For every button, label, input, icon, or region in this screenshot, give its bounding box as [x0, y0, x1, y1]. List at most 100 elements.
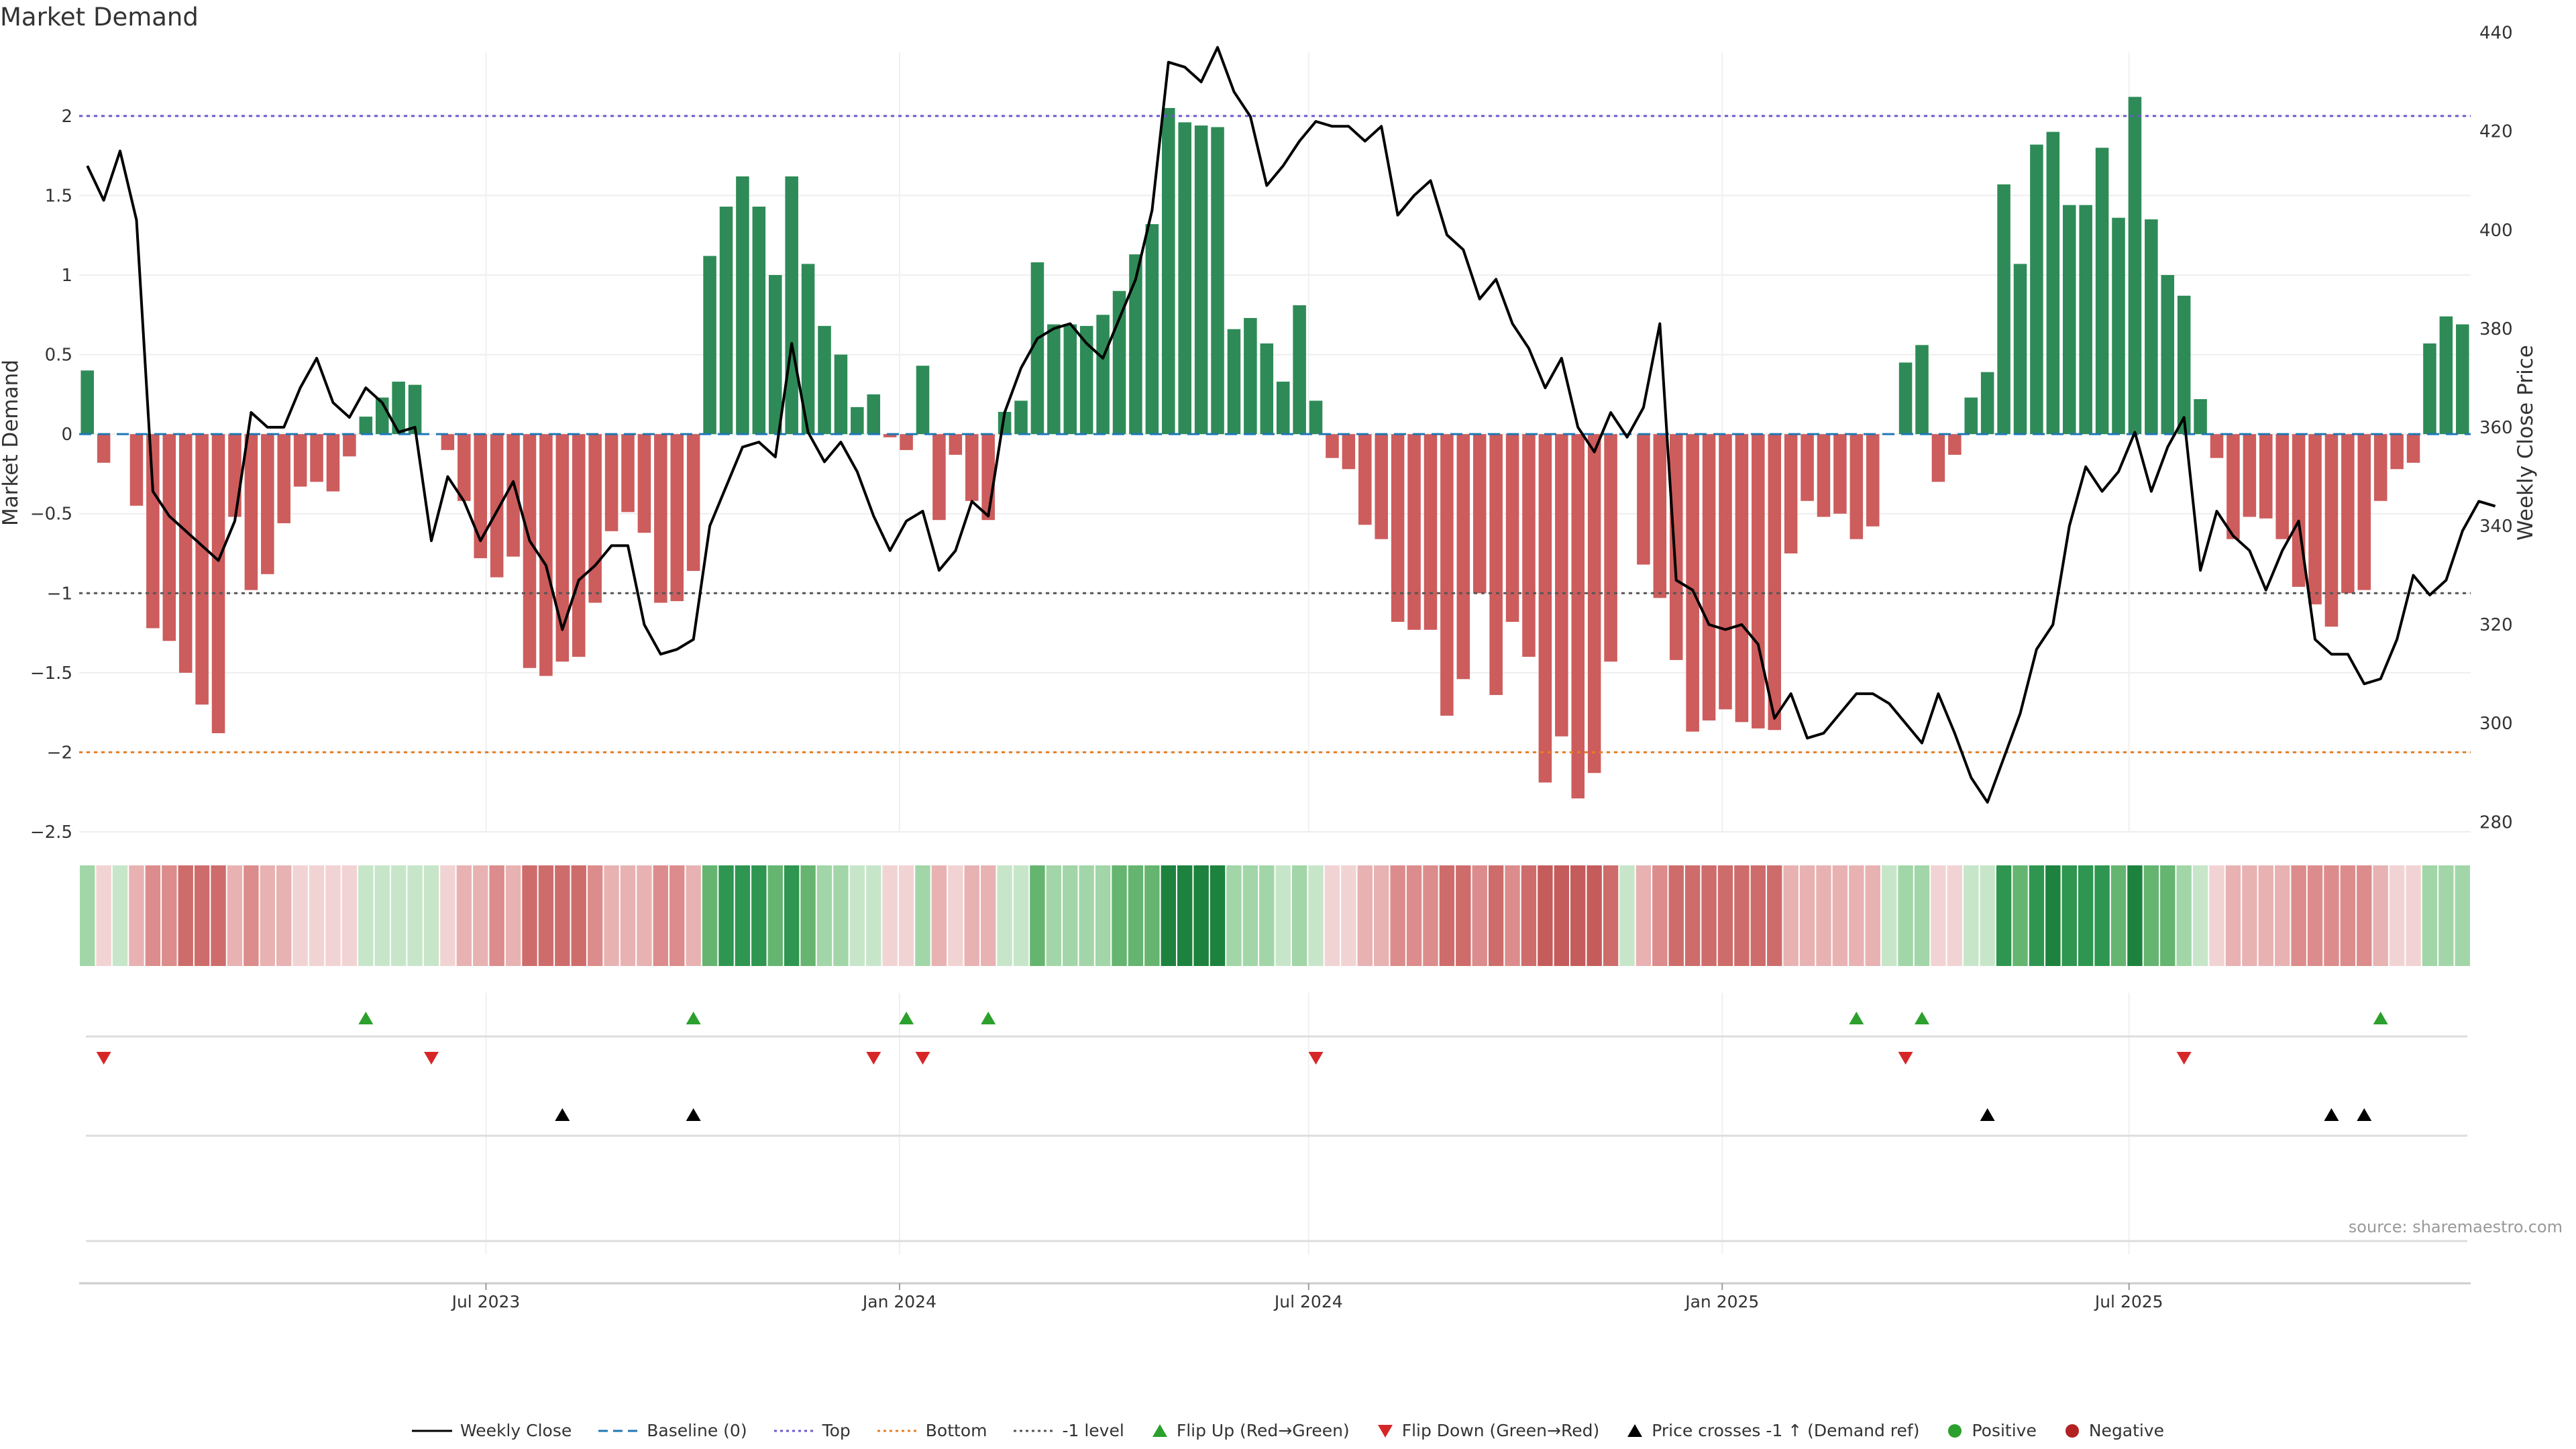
demand-bar: [916, 366, 930, 435]
demand-bar: [1293, 305, 1306, 435]
demand-bar: [1112, 290, 1126, 435]
intensity-cell: [374, 865, 390, 966]
demand-bar: [981, 434, 995, 521]
intensity-cell: [2258, 865, 2273, 966]
chart-title: Market Demand: [0, 3, 199, 32]
legend-item: Baseline (0): [598, 1421, 747, 1440]
legend-item: Weekly Close: [411, 1421, 572, 1440]
intensity-cell: [211, 865, 226, 966]
x-tick-label: Jan 2025: [1684, 1292, 1759, 1311]
legend-symbol: [2065, 1424, 2079, 1438]
demand-bar: [1309, 400, 1323, 435]
x-tick-label: Jan 2024: [861, 1292, 936, 1311]
demand-bar: [965, 434, 979, 501]
intensity-cell: [1898, 865, 1913, 966]
flip-up-marker: [686, 1012, 701, 1024]
intensity-cell: [2192, 865, 2208, 966]
demand-bar: [736, 176, 749, 435]
legend-swatch: [877, 1430, 918, 1432]
y2-tick-label: 360: [2479, 418, 2513, 438]
intensity-cell: [80, 865, 95, 966]
demand-bar: [80, 370, 94, 435]
demand-bar: [818, 325, 831, 435]
intensity-cell: [1275, 865, 1291, 966]
intensity-cell: [292, 865, 308, 966]
x-tick-label: Jul 2024: [1273, 1292, 1343, 1311]
intensity-cell: [1717, 865, 1733, 966]
intensity-cell: [2143, 865, 2159, 966]
demand-bar: [539, 434, 553, 676]
intensity-cell: [571, 865, 586, 966]
demand-bar: [474, 434, 488, 559]
flip-down-marker: [423, 1052, 439, 1065]
demand-bar: [2128, 97, 2142, 435]
intensity-cell: [2274, 865, 2290, 966]
demand-bar: [1653, 434, 1667, 598]
intensity-cell: [1668, 865, 1684, 966]
intensity-cell: [2422, 865, 2438, 966]
intensity-cell: [1079, 865, 1094, 966]
demand-bar: [392, 381, 405, 435]
legend-item: -1 level: [1014, 1421, 1124, 1440]
intensity-cell: [1996, 865, 2012, 966]
demand-bar: [1129, 254, 1142, 435]
flip-up-marker: [1915, 1012, 1930, 1024]
legend-item: Positive: [1946, 1421, 2037, 1440]
demand-bar: [2373, 434, 2387, 501]
intensity-cell: [1652, 865, 1668, 966]
intensity-cell: [1635, 865, 1652, 966]
legend-symbol: [1377, 1424, 1393, 1438]
y-tick-label: −1: [47, 584, 72, 604]
intensity-cell: [800, 865, 816, 966]
y-tick-label: −2: [47, 743, 72, 763]
demand-bar: [719, 207, 733, 435]
intensity-cell: [833, 865, 849, 966]
intensity-cell: [915, 865, 930, 966]
demand-bar: [1096, 315, 1110, 435]
demand-bar: [1849, 434, 1864, 539]
intensity-cell: [1964, 865, 1979, 966]
demand-bar: [1898, 362, 1913, 435]
demand-bar: [1194, 125, 1208, 435]
demand-bar: [1702, 434, 1716, 720]
intensity-cell: [1046, 865, 1062, 966]
intensity-cell: [341, 865, 358, 966]
demand-bar: [277, 434, 290, 523]
intensity-cell: [276, 865, 292, 966]
legend-item: Bottom: [877, 1421, 987, 1440]
demand-bar: [97, 434, 111, 463]
intensity-cell: [522, 865, 537, 966]
demand-bar: [2079, 205, 2092, 435]
demand-bar: [1244, 318, 1257, 435]
demand-bar: [703, 256, 716, 435]
demand-bar: [2030, 144, 2043, 435]
legend-swatch: [773, 1430, 814, 1432]
demand-bar: [326, 434, 340, 492]
flip-up-marker: [981, 1012, 996, 1024]
flip-down-marker: [1308, 1052, 1324, 1065]
y-tick-label: −2.5: [30, 822, 72, 843]
y-tick-label: 1.5: [45, 186, 72, 206]
demand-bar: [1440, 434, 1454, 716]
demand-bar: [2406, 434, 2420, 463]
demand-bar: [2226, 434, 2240, 539]
intensity-cell: [2209, 865, 2224, 966]
demand-bar: [752, 207, 766, 435]
intensity-cell: [538, 865, 554, 966]
intensity-cell: [1799, 865, 1815, 966]
demand-bar: [1833, 434, 1847, 514]
price-cross-marker: [2324, 1108, 2339, 1121]
intensity-cell: [1619, 865, 1635, 966]
demand-bar: [2357, 434, 2371, 590]
demand-bar: [2161, 275, 2175, 435]
demand-bar: [506, 434, 520, 557]
legend-label: Weekly Close: [460, 1421, 572, 1440]
intensity-cell: [784, 865, 800, 966]
intensity-cell: [2340, 865, 2356, 966]
intensity-cell: [1324, 865, 1340, 966]
intensity-cell: [1063, 865, 1078, 966]
demand-bar: [1637, 434, 1650, 565]
intensity-cell: [718, 865, 734, 966]
demand-bar: [244, 434, 258, 590]
